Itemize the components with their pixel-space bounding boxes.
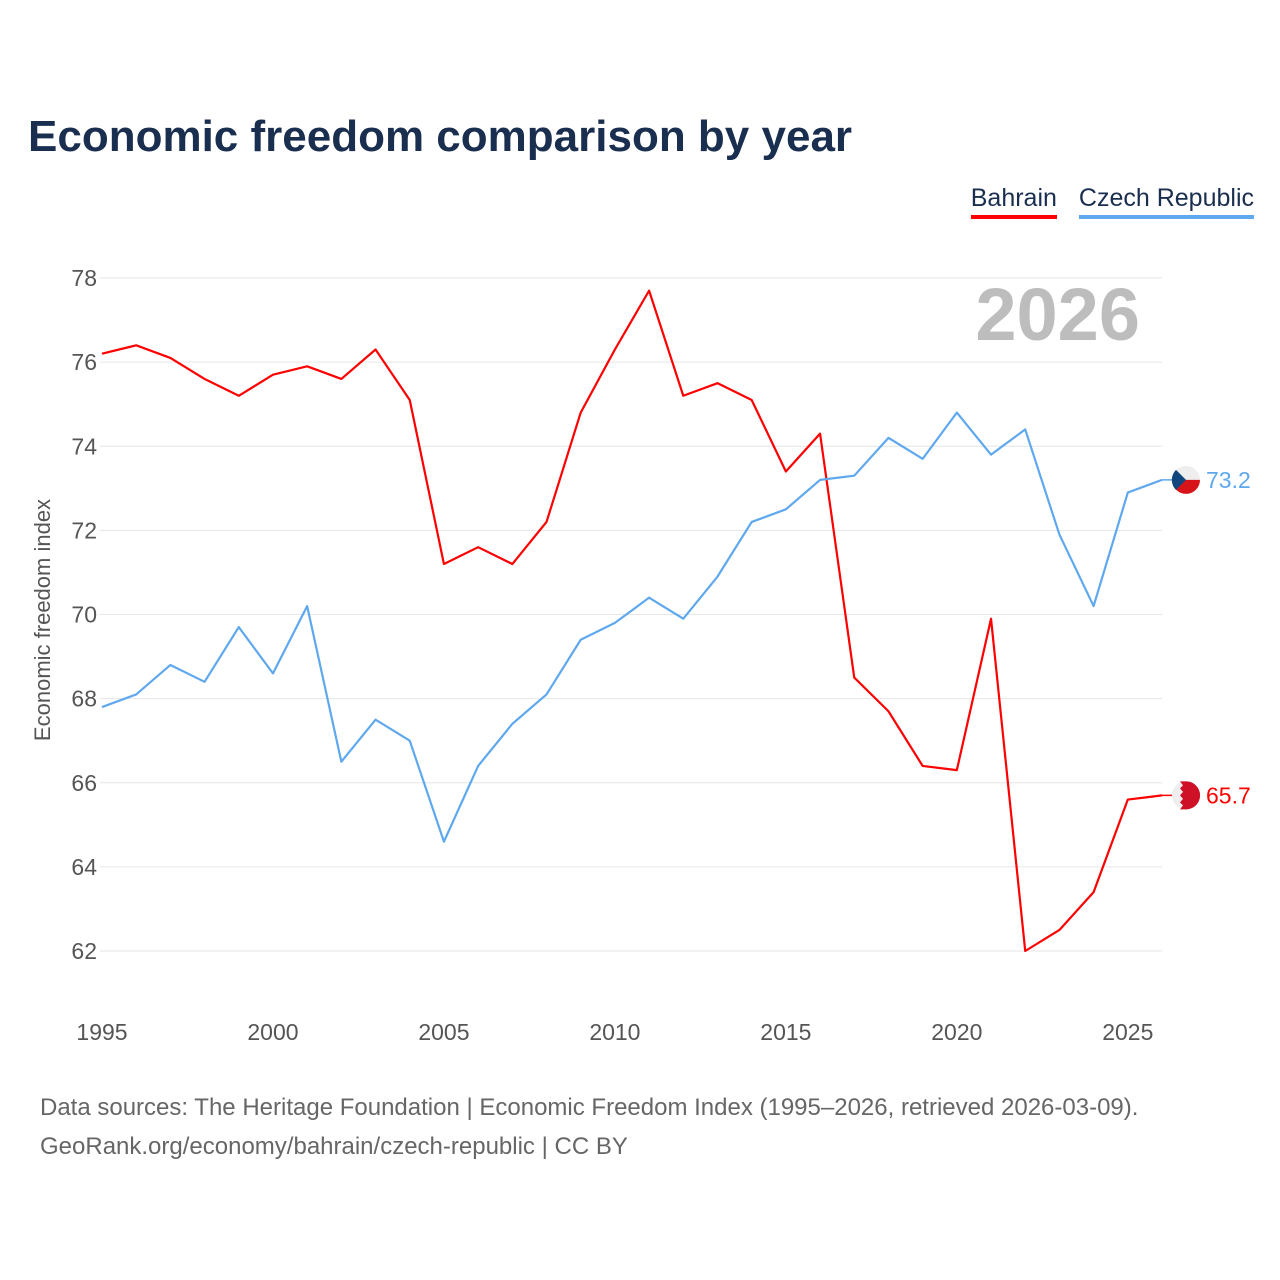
czech-flag-blue bbox=[1171, 469, 1186, 490]
y-tick-label: 78 bbox=[71, 265, 97, 291]
x-tick-label: 2015 bbox=[760, 1019, 811, 1045]
y-tick-label: 64 bbox=[71, 854, 97, 880]
end-value-label: 65.7 bbox=[1206, 782, 1251, 808]
y-axis-label: Economic freedom index bbox=[30, 499, 55, 741]
y-tick-label: 72 bbox=[71, 517, 97, 543]
line-chart: 62 64 66 68 70 72 74 76 78 1995 2000 2005 2010 2015 20… bbox=[30, 265, 1251, 1045]
y-tick-label: 66 bbox=[71, 770, 97, 796]
x-tick-label: 1995 bbox=[76, 1019, 127, 1045]
series-line-czech-republic bbox=[101, 411, 1163, 843]
y-tick-label: 76 bbox=[71, 349, 97, 375]
year-label: 2026 bbox=[975, 273, 1140, 356]
legend-item-czech-republic[interactable]: Czech Republic bbox=[1078, 184, 1254, 219]
legend: Bahrain Czech Republic bbox=[970, 184, 1254, 219]
y-tick-label: 62 bbox=[71, 938, 97, 964]
footer: Data sources: The Heritage Foundation | … bbox=[40, 1088, 1138, 1166]
chart-title: Economic freedom comparison by year bbox=[28, 112, 853, 161]
x-tick-label: 2010 bbox=[589, 1019, 640, 1045]
x-tick-label: 2000 bbox=[247, 1019, 298, 1045]
x-tick-label: 2020 bbox=[931, 1019, 982, 1045]
x-tick-label: 2005 bbox=[418, 1019, 469, 1045]
series-line-bahrain bbox=[101, 289, 1163, 953]
y-tick-label: 68 bbox=[71, 686, 97, 712]
y-tick-label: 70 bbox=[71, 602, 97, 628]
end-value-label: 73.2 bbox=[1206, 467, 1251, 493]
y-tick-label: 74 bbox=[71, 433, 97, 459]
x-tick-label: 2025 bbox=[1102, 1019, 1153, 1045]
source-link[interactable]: GeoRank.org/economy/bahrain/czech-republ… bbox=[40, 1133, 628, 1160]
legend-item-bahrain[interactable]: Bahrain bbox=[970, 184, 1057, 219]
data-source-text: Data sources: The Heritage Foundation | … bbox=[40, 1094, 1139, 1121]
bahrain-flag-red-right bbox=[1186, 781, 1200, 810]
